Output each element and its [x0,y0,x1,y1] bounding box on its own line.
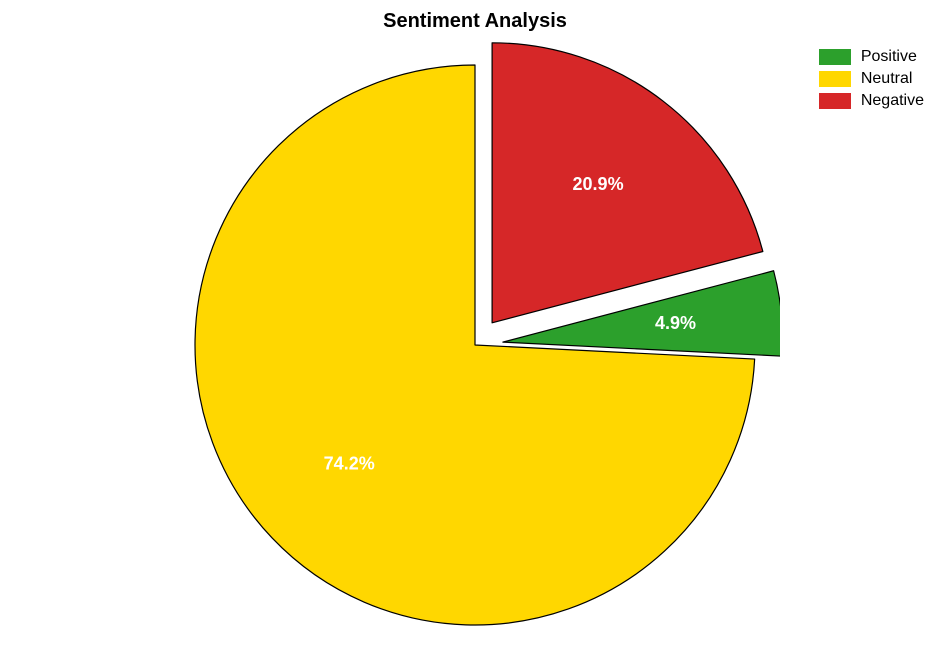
legend-label-negative: Negative [861,92,924,110]
legend-swatch-neutral [819,71,851,87]
legend-swatch-negative [819,93,851,109]
legend-label-neutral: Neutral [861,70,913,88]
chart-container: Sentiment Analysis 20.9% 4.9% 74.2% Positi… [0,0,950,662]
pie-slice-label-negative: 20.9% [573,174,624,194]
legend-item-negative: Negative [819,92,924,110]
legend-label-positive: Positive [861,48,917,66]
pie-slice-negative [492,43,763,323]
pie-chart: 20.9% 4.9% 74.2% [170,40,780,650]
legend-swatch-positive [819,49,851,65]
legend: Positive Neutral Negative [819,48,924,114]
pie-slice-label-neutral: 74.2% [324,453,375,473]
chart-title: Sentiment Analysis [383,10,567,33]
legend-item-neutral: Neutral [819,70,924,88]
pie-slice-label-positive: 4.9% [655,313,696,333]
legend-item-positive: Positive [819,48,924,66]
